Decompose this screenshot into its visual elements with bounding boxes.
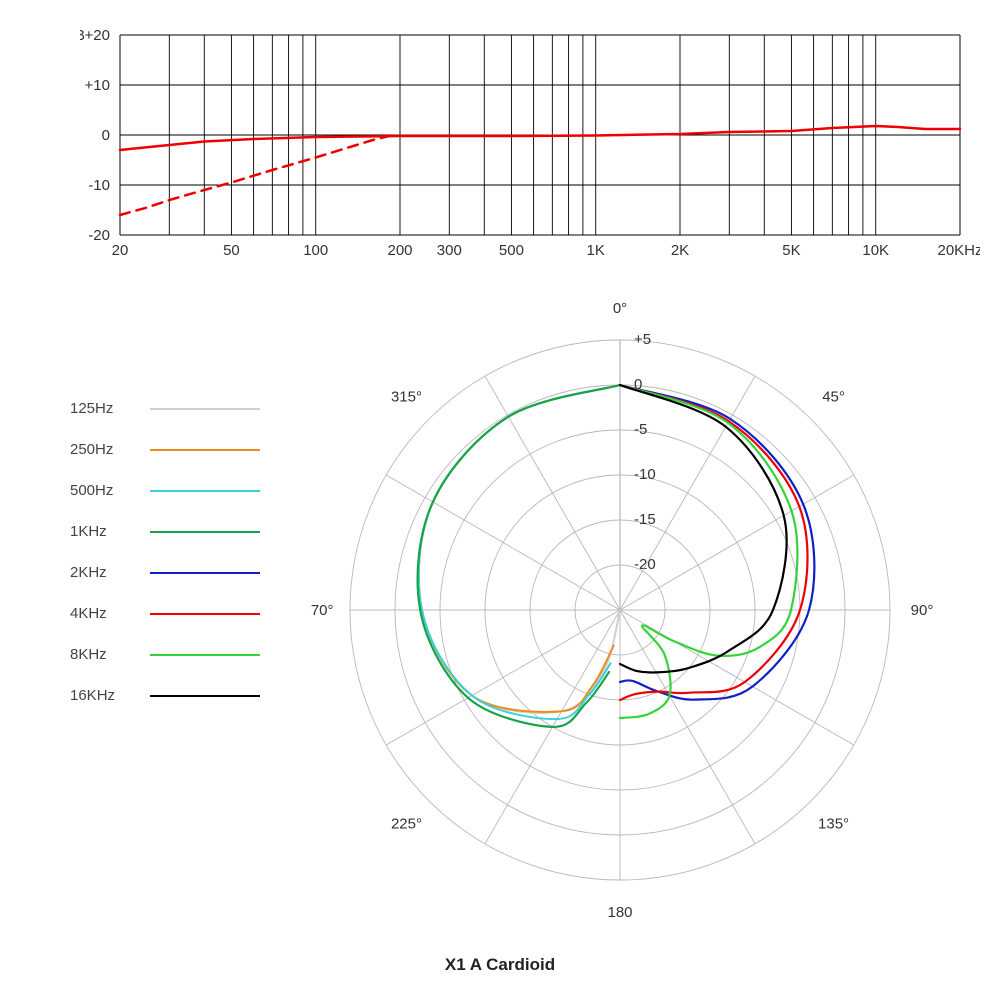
legend-item: 1KHz (70, 523, 260, 540)
polar-angle-label: 315° (391, 388, 422, 405)
y-tick-label: -10 (88, 177, 110, 194)
legend-label: 2KHz (70, 564, 140, 581)
x-tick-label: 2K (671, 242, 689, 259)
frequency-response-chart: +20 +10 0 -10 -20 dB 20 50 100 200 300 500 1K 2K 5K 10K… (80, 30, 980, 280)
x-tick-label: 5K (782, 242, 800, 259)
legend-item: 500Hz (70, 482, 260, 499)
freq-series-response-solid (120, 126, 960, 150)
legend-item: 2KHz (70, 564, 260, 581)
polar-angle-label: 270° (310, 602, 334, 619)
polar-pattern-chart: +50-5-10-15-200°45°90°135°180225°270°315… (310, 300, 950, 965)
legend-label: 500Hz (70, 482, 140, 499)
legend-item: 16KHz (70, 687, 260, 704)
legend-swatch (150, 613, 260, 615)
y-tick-label: +20 (85, 30, 110, 44)
legend-item: 125Hz (70, 400, 260, 417)
x-tick-label: 500 (499, 242, 524, 259)
polar-angle-label: 45° (822, 388, 845, 405)
polar-legend: 125Hz 250Hz 500Hz 1KHz 2KHz 4KHz 8KHz 16KHz (70, 400, 260, 728)
legend-swatch (150, 408, 260, 410)
x-tick-label: 50 (223, 242, 240, 259)
legend-swatch (150, 654, 260, 656)
x-tick-label: 20KHz (937, 242, 980, 259)
figure: +20 +10 0 -10 -20 dB 20 50 100 200 300 500 1K 2K 5K 10K… (0, 0, 1000, 1000)
polar-db-label: +5 (634, 331, 651, 348)
polar-db-label: -20 (634, 556, 656, 573)
x-tick-label: 1K (587, 242, 605, 259)
polar-angle-label: 90° (911, 602, 934, 619)
x-tick-label: 300 (437, 242, 462, 259)
x-tick-label: 10K (862, 242, 889, 259)
polar-series-125Hz (419, 385, 620, 713)
polar-db-label: -15 (634, 511, 656, 528)
legend-swatch (150, 531, 260, 533)
x-tick-label: 100 (303, 242, 328, 259)
chart-title: X1 A Cardioid (0, 955, 1000, 975)
legend-label: 4KHz (70, 605, 140, 622)
legend-label: 125Hz (70, 400, 140, 417)
legend-label: 16KHz (70, 687, 140, 704)
legend-swatch (150, 490, 260, 492)
legend-swatch (150, 449, 260, 451)
y-unit-label: dB (80, 30, 85, 44)
legend-label: 250Hz (70, 441, 140, 458)
polar-angle-label: 225° (391, 816, 422, 833)
legend-item: 4KHz (70, 605, 260, 622)
legend-swatch (150, 695, 260, 697)
polar-angle-label: 135° (818, 816, 849, 833)
legend-item: 8KHz (70, 646, 260, 663)
polar-db-label: -5 (634, 421, 647, 438)
y-tick-label: +10 (85, 77, 110, 94)
legend-label: 8KHz (70, 646, 140, 663)
polar-angle-label: 0° (613, 300, 627, 317)
polar-db-label: -10 (634, 466, 656, 483)
legend-label: 1KHz (70, 523, 140, 540)
x-tick-label: 200 (387, 242, 412, 259)
legend-item: 250Hz (70, 441, 260, 458)
y-tick-label: 0 (102, 127, 110, 144)
polar-angle-label: 180 (607, 904, 632, 921)
legend-swatch (150, 572, 260, 574)
x-tick-label: 20 (112, 242, 129, 259)
y-tick-label: -20 (88, 227, 110, 244)
